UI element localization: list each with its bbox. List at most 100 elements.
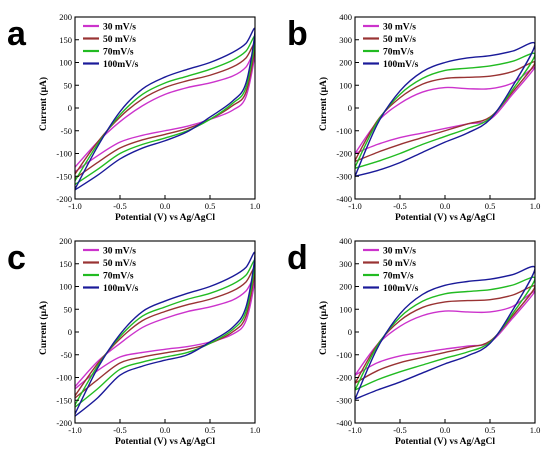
legend-label: 70mV/s [383,272,414,282]
series-line-70mv-s [75,259,255,408]
series-line-100mv-s [75,251,255,417]
plot-frame [354,240,536,424]
panel-letter: b [287,15,308,53]
y-axis-label: Current (μA) [38,77,49,131]
series-line-100mv-s [355,265,535,400]
legend-label: 30 mV/s [383,247,416,257]
panel-b: -1.0 -0.5 0.0 0.5 1.0 -400 -300 -200 -100 0 100 200… [287,12,540,223]
x-tick-label: 0.5 [205,201,216,211]
legend-label: 70mV/s [103,48,134,58]
x-axis-label: Potential (V) vs Ag/AgCl [395,212,495,223]
y-tick-label: 100 [59,282,72,292]
series-line-50-mv-s [355,61,535,163]
plot-frame [354,16,536,200]
x-tick-label: 1.0 [530,201,541,211]
panel-a: -1.0 -0.5 0.0 0.5 1.0 -200 -150 -100 -50 0 50 100 15… [7,12,260,223]
y-tick-label: 200 [59,12,72,22]
y-tick-label: 150 [59,259,72,269]
legend-label: 70mV/s [103,272,134,282]
legend-label: 30 mV/s [103,23,136,33]
legend-label: 50 mV/s [103,259,136,269]
series-line-70mv-s [75,35,255,186]
series-line-30-mv-s [75,49,255,173]
x-tick-label: -0.5 [393,425,406,435]
y-tick-label: 0 [348,103,352,113]
series-line-50-mv-s [355,285,535,384]
y-tick-label: 200 [339,282,352,292]
legend-label: 70mV/s [383,48,414,58]
legend-label: 100mV/s [103,60,139,70]
x-axis-label: Potential (V) vs Ag/AgCl [115,436,215,447]
x-tick-label: 0.0 [160,201,171,211]
y-tick-label: -300 [336,395,352,405]
legend-label: 50 mV/s [383,259,416,269]
x-axis-label: Potential (V) vs Ag/AgCl [115,212,215,223]
y-axis-label: Current (μA) [38,301,49,355]
series-line-50-mv-s [75,266,255,399]
panel-d: -1.0 -0.5 0.0 0.5 1.0 -400 -300 -200 -100 0 100 200… [287,236,540,447]
x-tick-label: -0.5 [113,201,126,211]
x-tick-label: 1.0 [250,425,261,435]
panel-letter: d [287,239,308,277]
y-tick-label: 300 [339,35,352,45]
y-tick-label: 0 [68,103,72,113]
x-tick-label: -1.0 [348,425,361,435]
y-axis-label: Current (μA) [318,77,329,131]
y-tick-label: -150 [56,171,72,181]
series-line-70mv-s [355,276,535,391]
legend-label: 30 mV/s [383,23,416,33]
y-axis-label: Current (μA) [318,301,329,355]
x-tick-label: 1.0 [530,425,541,435]
y-tick-label: -200 [336,373,352,383]
x-tick-label: -1.0 [68,425,81,435]
series-line-70mv-s [355,52,535,169]
panel-c: -1.0 -0.5 0.0 0.5 1.0 -200 -150 -100 -50 0 50 100 15… [7,236,260,447]
y-tick-label: -100 [56,149,72,159]
y-tick-label: -200 [56,194,72,204]
x-tick-label: -0.5 [113,425,126,435]
y-tick-label: 0 [68,327,72,337]
y-tick-label: 100 [59,58,72,68]
legend-label: 50 mV/s [383,35,416,45]
y-tick-label: -50 [61,350,72,360]
series-line-30-mv-s [75,275,255,390]
series-line-30-mv-s [355,66,535,155]
x-tick-label: 0.0 [440,201,451,211]
x-tick-label: -1.0 [68,201,81,211]
series-line-30-mv-s [355,290,535,376]
x-tick-label: 0.5 [205,425,216,435]
y-tick-label: -400 [336,418,352,428]
y-tick-label: -50 [61,126,72,136]
x-tick-label: 0.5 [485,425,496,435]
legend-label: 30 mV/s [103,247,136,257]
x-tick-label: -0.5 [393,201,406,211]
y-tick-label: -200 [56,418,72,428]
x-tick-label: 0.0 [440,425,451,435]
y-tick-label: 100 [339,304,352,314]
x-tick-label: -1.0 [348,201,361,211]
x-axis-label: Potential (V) vs Ag/AgCl [395,436,495,447]
y-tick-label: 0 [348,327,352,337]
y-tick-label: -300 [336,171,352,181]
y-tick-label: 400 [339,236,352,246]
legend-label: 100mV/s [103,284,139,294]
legend-label: 100mV/s [383,60,419,70]
y-tick-label: -100 [336,350,352,360]
y-tick-label: -150 [56,395,72,405]
x-tick-label: 0.5 [485,201,496,211]
panel-letter: c [7,239,26,277]
legend-label: 50 mV/s [103,35,136,45]
series-line-100mv-s [355,41,535,177]
y-tick-label: 400 [339,12,352,22]
y-tick-label: -400 [336,194,352,204]
plot-frame [74,240,256,424]
y-tick-label: 200 [339,58,352,68]
legend-label: 100mV/s [383,284,419,294]
x-tick-label: 0.0 [160,425,171,435]
y-tick-label: 300 [339,259,352,269]
series-line-100mv-s [75,27,255,191]
y-tick-label: 200 [59,236,72,246]
y-tick-label: -200 [336,149,352,159]
panel-letter: a [7,15,27,53]
